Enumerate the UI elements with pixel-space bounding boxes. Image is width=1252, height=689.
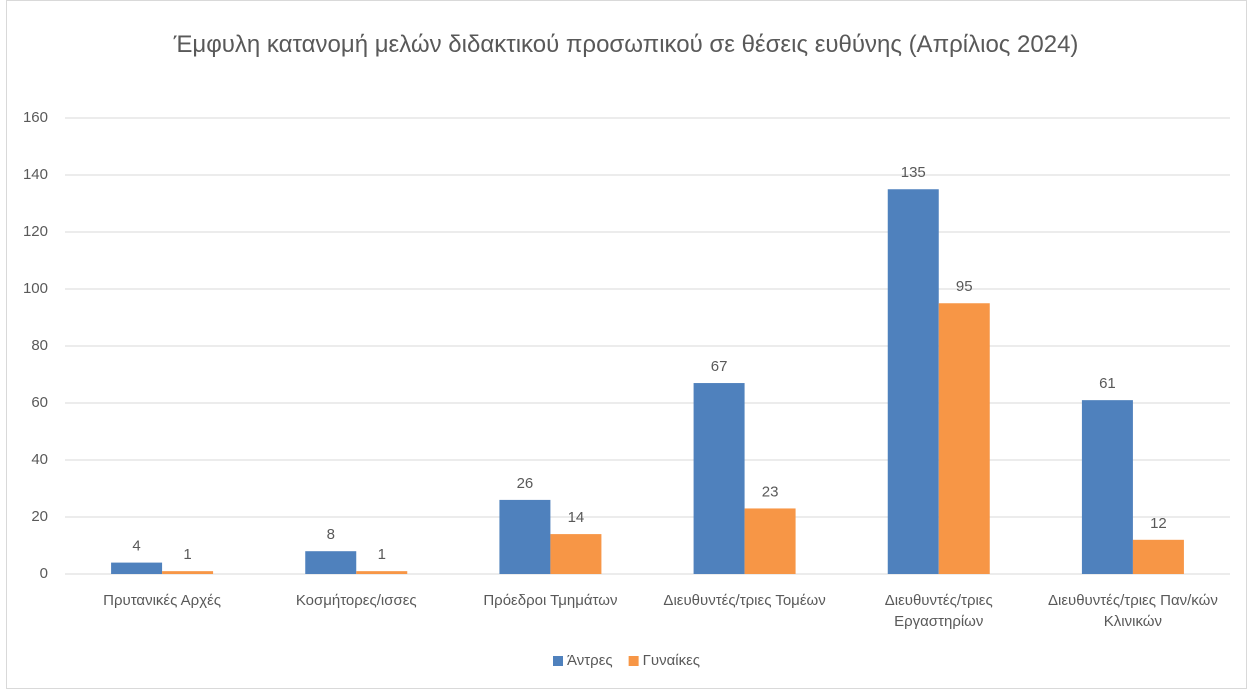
legend-label: Γυναίκες	[643, 652, 700, 669]
data-label: 1	[378, 546, 386, 563]
data-label: 8	[327, 526, 335, 543]
data-label: 61	[1099, 375, 1116, 392]
x-tick-label: Πρόεδροι Τμημάτων	[483, 592, 618, 609]
chart-title: Έμφυλη κατανομή μελών διδακτικού προσωπι…	[173, 31, 1079, 58]
bar	[693, 383, 745, 574]
bar	[938, 303, 990, 574]
data-label: 95	[956, 278, 973, 295]
data-label: 67	[711, 358, 728, 375]
data-label: 12	[1150, 515, 1167, 532]
bar	[111, 562, 163, 574]
y-tick-label: 20	[31, 508, 48, 525]
bar	[744, 508, 796, 574]
bar	[356, 571, 408, 574]
bar	[305, 551, 357, 574]
bar	[499, 499, 551, 574]
y-tick-label: 120	[23, 223, 48, 240]
y-tick-label: 0	[40, 565, 48, 582]
x-tick-label: Πρυτανικές Αρχές	[103, 592, 222, 609]
x-tick-label: Διευθυντές/τριες Τομέων	[663, 592, 826, 609]
data-label: 23	[762, 483, 779, 500]
y-tick-label: 140	[23, 166, 48, 183]
x-tick-label: Διευθυντές/τριες Παν/κών Κλινικών	[1047, 592, 1218, 630]
bar	[162, 571, 214, 574]
data-label: 135	[901, 164, 926, 181]
legend-label: Άντρες	[567, 652, 613, 669]
bar	[887, 189, 939, 574]
legend-swatch	[628, 656, 639, 666]
legend-swatch	[553, 656, 563, 666]
x-tick-label: Διευθυντές/τριες Εργαστηρίων	[884, 592, 993, 630]
x-tick-label: Κοσμήτορες/ισσες	[295, 592, 417, 609]
chart-border	[6, 0, 1247, 689]
data-label: 14	[568, 509, 585, 526]
bar	[550, 534, 602, 574]
y-tick-label: 60	[31, 394, 48, 411]
bar	[1132, 539, 1184, 574]
y-tick-label: 160	[23, 109, 48, 126]
data-label: 26	[517, 475, 534, 492]
data-label: 1	[183, 546, 191, 563]
bar	[1081, 400, 1133, 574]
data-label: 4	[132, 538, 140, 555]
y-tick-label: 100	[23, 280, 48, 297]
y-tick-label: 40	[31, 451, 48, 468]
y-tick-label: 80	[31, 337, 48, 354]
